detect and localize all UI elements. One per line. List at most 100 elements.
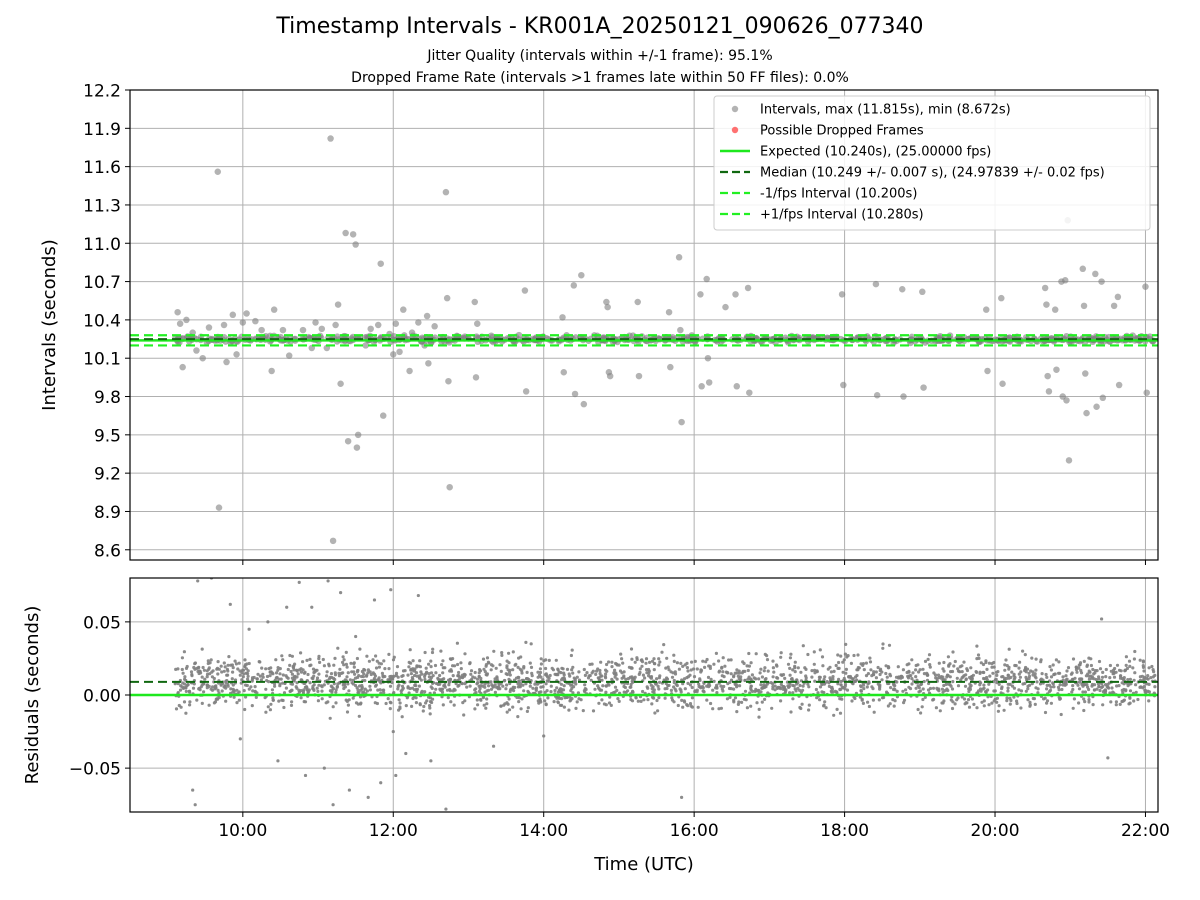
interval-point [604, 676, 608, 680]
interval-point [1105, 685, 1109, 689]
outlier-point [431, 323, 438, 330]
interval-point [831, 690, 835, 694]
interval-point [415, 674, 419, 678]
interval-point [583, 683, 587, 687]
interval-point [485, 702, 489, 706]
interval-point [565, 667, 570, 672]
interval-point [1095, 687, 1099, 691]
interval-point [497, 685, 501, 690]
interval-point [844, 671, 848, 675]
interval-point [764, 685, 768, 689]
interval-point [549, 690, 553, 694]
interval-point [907, 669, 911, 673]
interval-point [223, 665, 227, 669]
interval-point [525, 670, 529, 675]
interval-point [969, 666, 973, 670]
interval-point [1079, 668, 1083, 673]
interval-point [452, 703, 456, 707]
outlier-point [873, 391, 881, 399]
interval-point [1038, 682, 1043, 686]
interval-point [1128, 695, 1132, 699]
interval-point [419, 678, 423, 682]
interval-point [874, 670, 878, 674]
interval-point [567, 672, 571, 676]
interval-point [940, 687, 945, 691]
interval-point [593, 687, 597, 691]
outlier-point [444, 807, 448, 811]
interval-point [749, 704, 753, 708]
interval-point [698, 678, 702, 683]
interval-point [755, 701, 759, 705]
interval-point [436, 682, 440, 687]
interval-point [1122, 682, 1126, 686]
interval-point [966, 698, 971, 702]
interval-point [211, 685, 215, 689]
outlier-point [872, 280, 880, 288]
interval-point [261, 672, 265, 676]
interval-point [951, 680, 955, 684]
interval-point [577, 670, 581, 674]
interval-point [754, 652, 758, 656]
interval-point [996, 670, 1000, 674]
interval-point [494, 666, 498, 670]
interval-point [607, 660, 611, 664]
interval-point [864, 661, 869, 665]
interval-point [288, 689, 292, 694]
interval-point [1027, 674, 1032, 679]
interval-point [735, 668, 739, 672]
interval-point [258, 660, 262, 664]
interval-point [722, 684, 726, 689]
interval-point [692, 675, 697, 679]
outlier-point [367, 325, 374, 333]
interval-point [200, 647, 204, 651]
interval-point [290, 672, 294, 676]
interval-point [180, 656, 184, 660]
interval-point [400, 715, 404, 719]
outlier-point [374, 321, 382, 329]
interval-point [801, 644, 805, 648]
interval-point [1126, 678, 1130, 682]
interval-point [758, 671, 762, 675]
interval-point [569, 653, 574, 658]
interval-point [680, 698, 684, 703]
interval-point [639, 658, 643, 662]
interval-point [714, 686, 718, 690]
interval-point [743, 669, 747, 674]
interval-point [627, 665, 632, 669]
interval-point [793, 660, 797, 664]
interval-point [738, 684, 742, 688]
interval-point [499, 669, 503, 674]
interval-point [950, 687, 955, 691]
interval-point [609, 703, 613, 708]
interval-point [570, 668, 574, 672]
interval-point [779, 673, 783, 677]
interval-point [489, 663, 494, 667]
interval-point [662, 643, 666, 647]
interval-point [936, 673, 941, 677]
interval-point [231, 687, 235, 691]
interval-point [872, 670, 876, 674]
interval-point [773, 684, 777, 688]
interval-point [411, 696, 415, 701]
interval-point [485, 656, 490, 660]
interval-point [1082, 697, 1086, 701]
interval-point [473, 670, 477, 675]
interval-point [599, 660, 603, 664]
interval-point [174, 707, 179, 711]
interval-point [335, 684, 339, 689]
interval-point [214, 697, 218, 701]
interval-point [1109, 700, 1113, 704]
interval-point [377, 676, 381, 680]
y-axis-label: Residuals (seconds) [22, 606, 43, 785]
legend-label: Intervals, max (11.815s), min (8.672s) [760, 103, 1011, 118]
interval-point [284, 686, 288, 690]
interval-point [495, 676, 499, 680]
interval-point [643, 676, 647, 680]
interval-point [1087, 698, 1091, 702]
interval-point [908, 687, 913, 691]
interval-point [234, 662, 238, 666]
interval-point [896, 665, 900, 669]
interval-point [862, 668, 866, 672]
interval-point [517, 679, 521, 683]
legend-box [713, 95, 1151, 231]
